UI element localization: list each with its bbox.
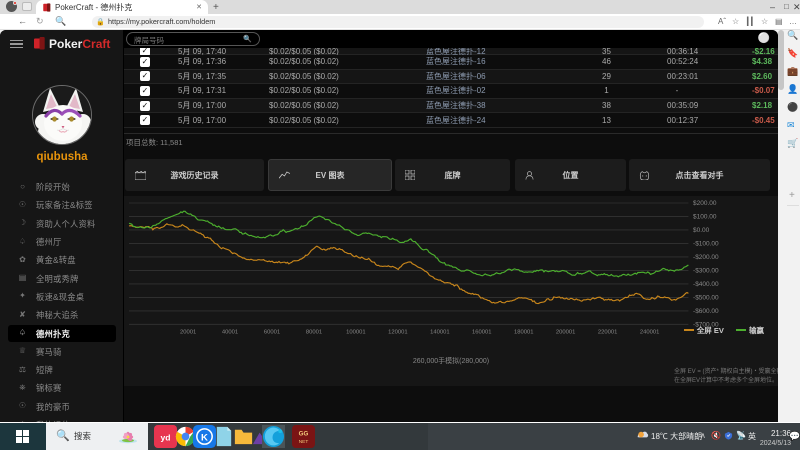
svg-text:20001: 20001 [180,329,196,335]
svg-text:60001: 60001 [264,329,280,335]
svg-text:-$500.00: -$500.00 [693,295,719,302]
svg-text:-$200.00: -$200.00 [693,254,719,261]
svg-text:40001: 40001 [222,329,238,335]
svg-text:yd: yd [160,432,170,442]
svg-text:$200.00: $200.00 [693,200,717,207]
svg-text:100001: 100001 [346,329,365,335]
svg-text:NET: NET [299,439,309,445]
svg-text:-$400.00: -$400.00 [693,281,719,288]
svg-text:80001: 80001 [306,329,322,335]
svg-text:200001: 200001 [556,329,575,335]
svg-text:120001: 120001 [388,329,407,335]
svg-text:220001: 220001 [598,329,617,335]
svg-text:K: K [201,432,208,443]
svg-text:180001: 180001 [514,329,533,335]
svg-text:160001: 160001 [472,329,491,335]
svg-text:GG: GG [299,431,309,438]
svg-text:240001: 240001 [640,329,659,335]
svg-text:140001: 140001 [430,329,449,335]
svg-text:-$100.00: -$100.00 [693,241,719,248]
svg-text:$100.00: $100.00 [693,214,717,221]
svg-text:-$600.00: -$600.00 [693,308,719,315]
svg-text:-$300.00: -$300.00 [693,268,719,275]
svg-text:$0.00: $0.00 [693,227,710,234]
